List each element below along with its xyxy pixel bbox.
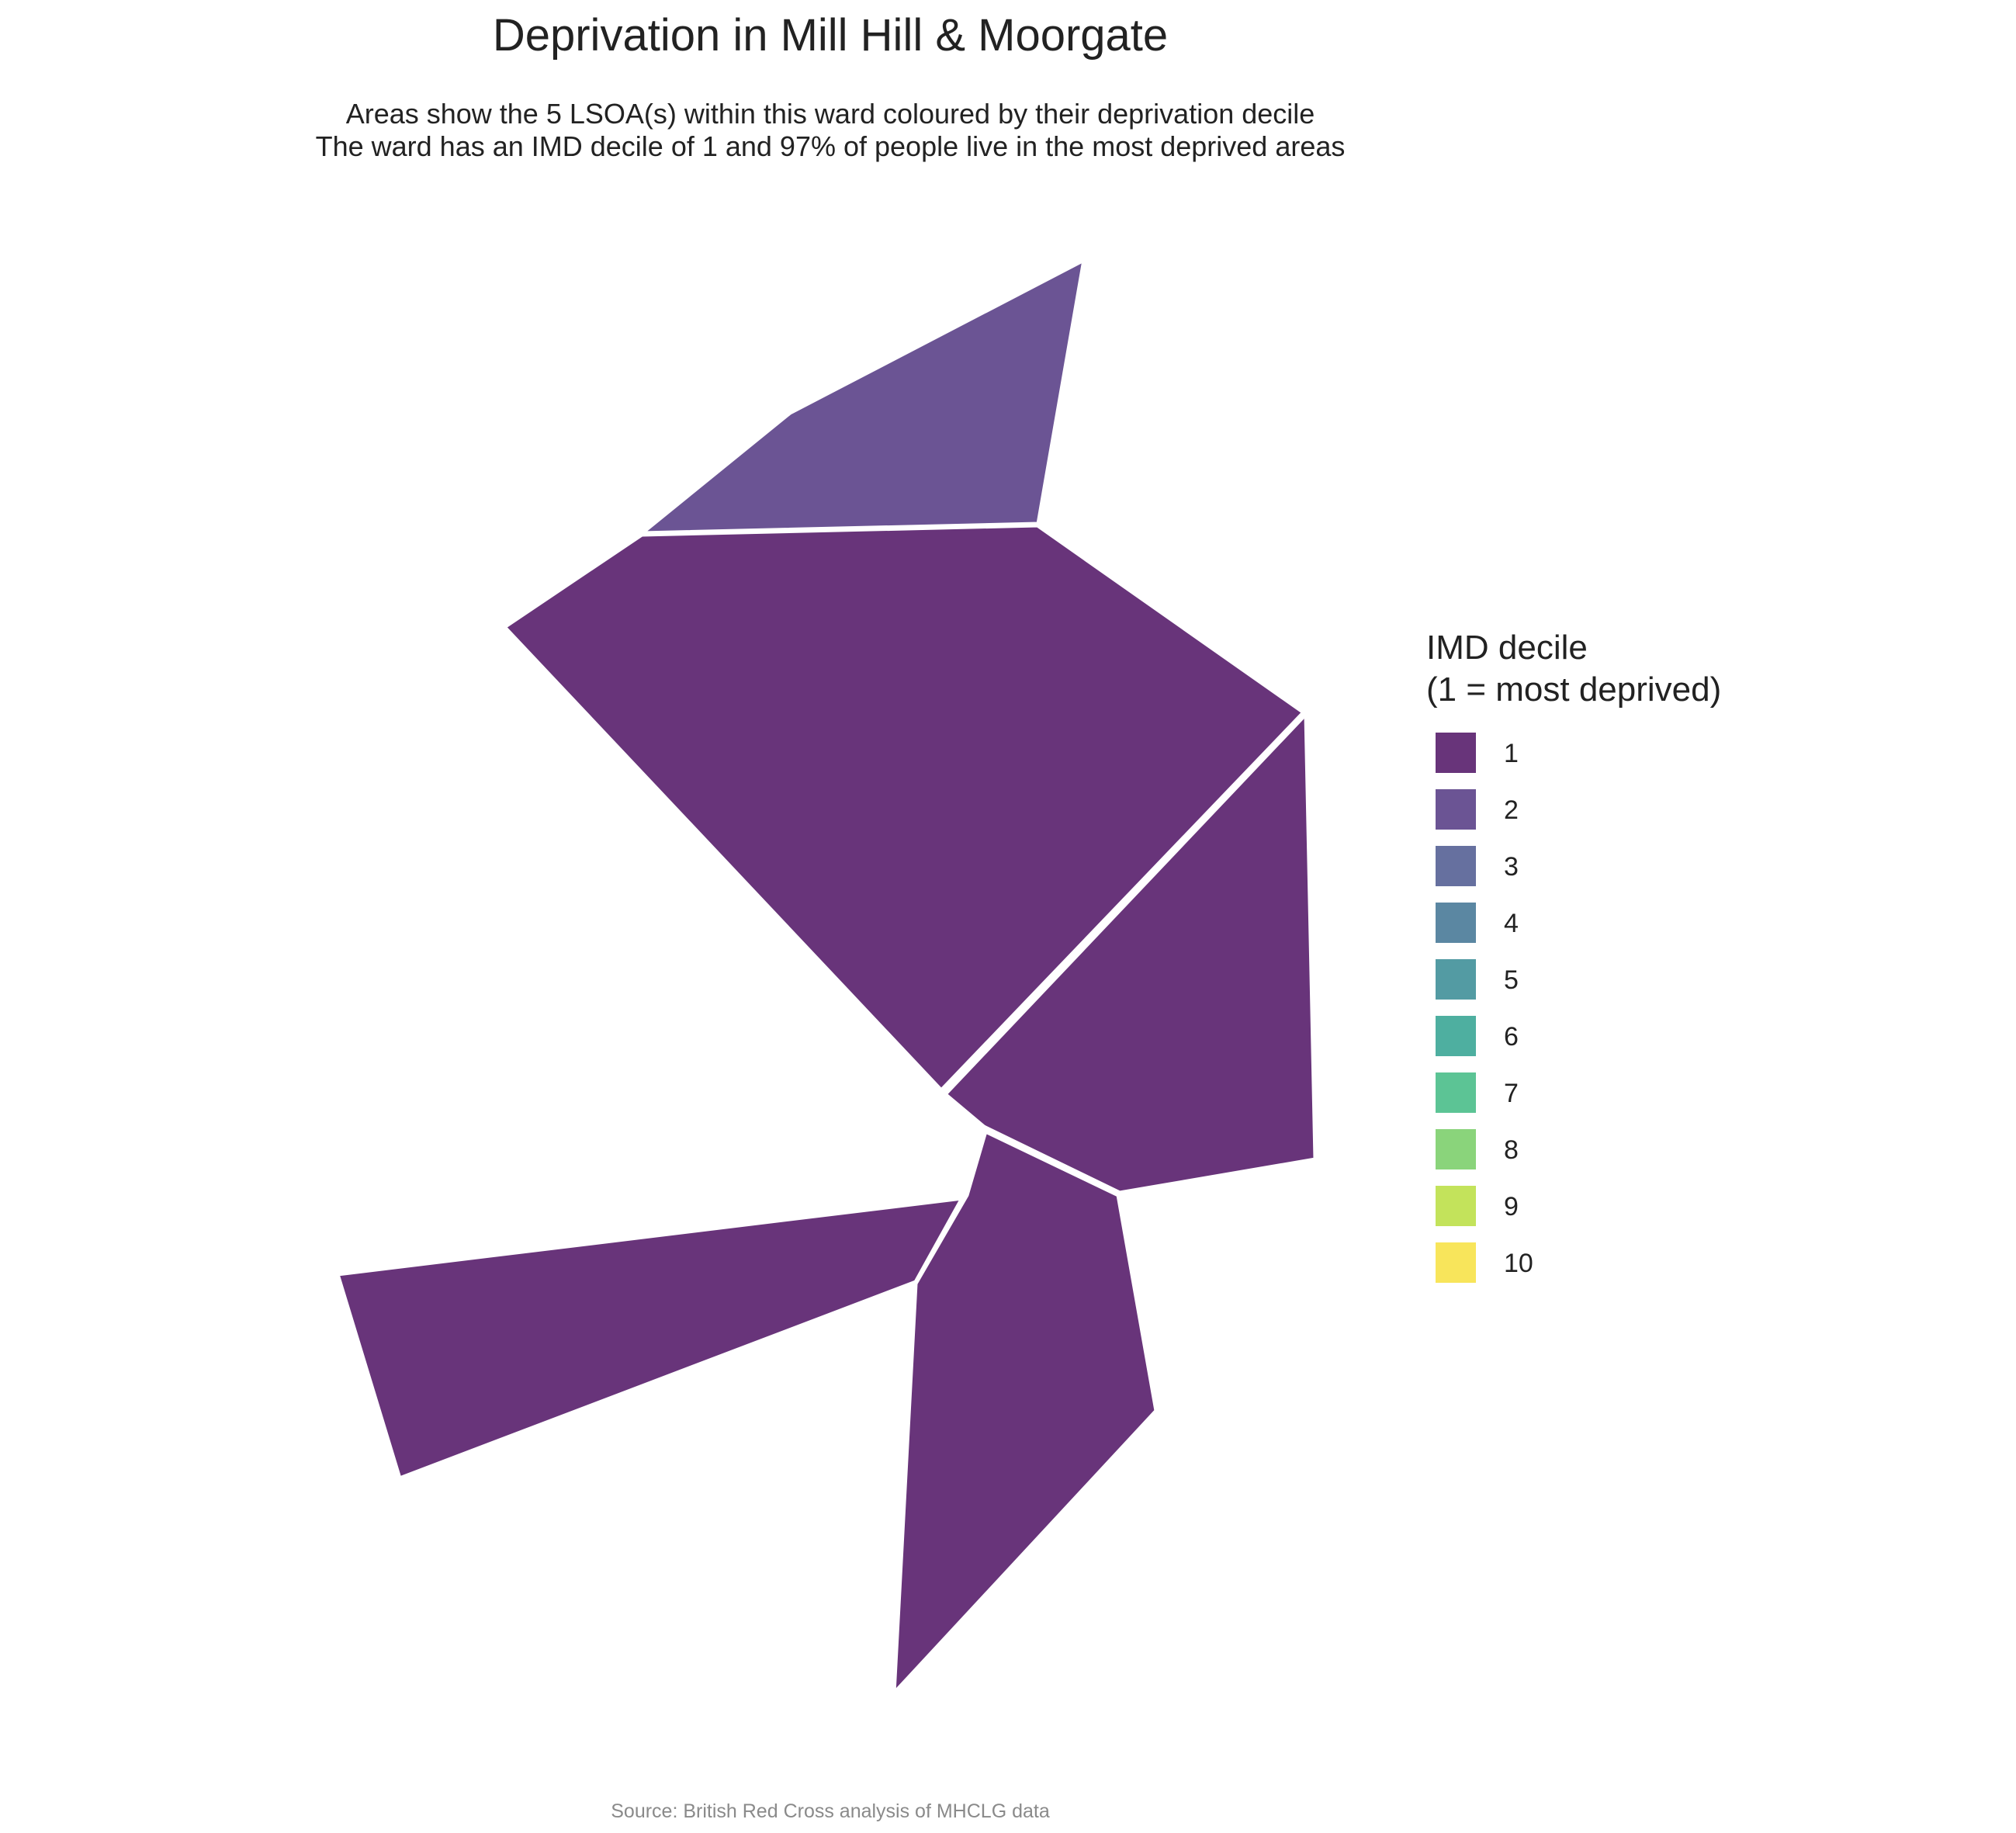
legend-item-3: 3: [1426, 846, 1721, 903]
legend-items: 1 2 3 4 5 6 7 8 9 10: [1426, 733, 1721, 1299]
source-caption: Source: British Red Cross analysis of MH…: [611, 1800, 1050, 1822]
legend: IMD decile (1 = most deprived) 1 2 3 4 5 6 7 8 9…: [1426, 627, 1721, 1299]
legend-swatch-10: [1436, 1242, 1476, 1283]
legend-label: 1: [1504, 739, 1519, 768]
legend-item-8: 8: [1426, 1129, 1721, 1186]
legend-item-4: 4: [1426, 903, 1721, 959]
legend-label: 2: [1504, 795, 1519, 825]
legend-swatch-9: [1436, 1186, 1476, 1226]
legend-label: 9: [1504, 1192, 1519, 1221]
legend-item-10: 10: [1426, 1242, 1721, 1299]
lsoa-area-west: [335, 1196, 965, 1481]
legend-swatch-8: [1436, 1129, 1476, 1169]
legend-swatch-1: [1436, 733, 1476, 773]
legend-title: IMD decile (1 = most deprived): [1426, 629, 1722, 709]
legend-swatch-7: [1436, 1072, 1476, 1113]
legend-swatch-2: [1436, 789, 1476, 830]
legend-label: 4: [1504, 909, 1519, 938]
legend-swatch-6: [1436, 1016, 1476, 1056]
legend-label: 8: [1504, 1135, 1519, 1165]
lsoa-area-south: [892, 1129, 1159, 1696]
map-subtitle-line-1: Areas show the 5 LSOA(s) within this war…: [345, 98, 1315, 130]
legend-label: 6: [1504, 1022, 1519, 1052]
legend-label: 5: [1504, 965, 1519, 995]
legend-item-6: 6: [1426, 1016, 1721, 1072]
legend-swatch-5: [1436, 959, 1476, 1000]
legend-item-7: 7: [1426, 1072, 1721, 1129]
legend-label: 3: [1504, 852, 1519, 882]
lsoa-area-east: [943, 712, 1318, 1195]
legend-item-1: 1: [1426, 733, 1721, 789]
legend-item-2: 2: [1426, 789, 1721, 846]
map-subtitle-line-2: The ward has an IMD decile of 1 and 97% …: [315, 130, 1346, 162]
legend-item-9: 9: [1426, 1186, 1721, 1242]
map-title: Deprivation in Mill Hill & Moorgate: [492, 10, 1169, 61]
legend-item-5: 5: [1426, 959, 1721, 1016]
legend-label: 7: [1504, 1079, 1519, 1108]
legend-swatch-3: [1436, 846, 1476, 886]
lsoa-area-central: [502, 523, 1306, 1093]
lsoa-area-north: [639, 258, 1086, 535]
legend-swatch-4: [1436, 903, 1476, 943]
legend-label: 10: [1504, 1249, 1533, 1278]
